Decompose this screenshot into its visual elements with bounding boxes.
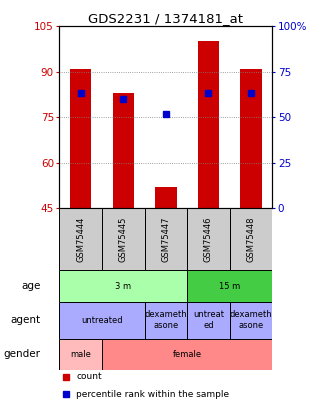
Text: gender: gender <box>3 349 40 359</box>
Bar <box>59 302 145 339</box>
Bar <box>102 208 145 271</box>
Bar <box>70 69 91 208</box>
Text: dexameth
asone: dexameth asone <box>145 310 187 330</box>
Title: GDS2231 / 1374181_at: GDS2231 / 1374181_at <box>88 12 244 25</box>
Text: count: count <box>76 372 102 381</box>
Bar <box>145 208 187 271</box>
Bar <box>59 339 102 370</box>
Text: GSM75447: GSM75447 <box>162 216 170 262</box>
Text: GSM75445: GSM75445 <box>119 217 128 262</box>
Text: 3 m: 3 m <box>115 281 131 290</box>
Bar <box>145 302 187 339</box>
Text: percentile rank within the sample: percentile rank within the sample <box>76 390 230 399</box>
Bar <box>102 339 272 370</box>
Text: GSM75448: GSM75448 <box>247 216 255 262</box>
Text: GSM75444: GSM75444 <box>76 217 85 262</box>
Text: dexameth
asone: dexameth asone <box>230 310 272 330</box>
Bar <box>187 302 230 339</box>
Bar <box>198 41 219 208</box>
Text: age: age <box>21 281 40 291</box>
Text: untreated: untreated <box>81 315 123 324</box>
Bar <box>230 302 272 339</box>
Bar <box>187 208 230 271</box>
Text: 15 m: 15 m <box>219 281 240 290</box>
Text: female: female <box>172 350 202 358</box>
Bar <box>59 271 187 302</box>
Bar <box>230 208 272 271</box>
Text: male: male <box>70 350 91 358</box>
Bar <box>59 208 102 271</box>
Text: untreat
ed: untreat ed <box>193 310 224 330</box>
Bar <box>187 271 272 302</box>
Bar <box>113 93 134 208</box>
Bar <box>240 69 262 208</box>
Text: agent: agent <box>10 315 40 325</box>
Bar <box>155 187 177 208</box>
Text: GSM75446: GSM75446 <box>204 216 213 262</box>
